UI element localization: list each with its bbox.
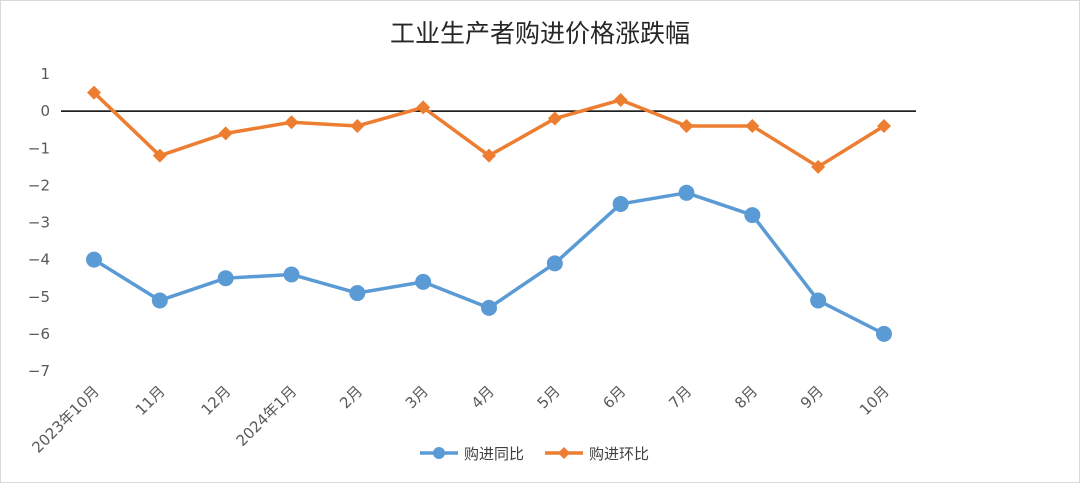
series-2-point [547,111,562,126]
series-1-point [283,266,300,283]
series-2-point [811,159,826,174]
y-tick-label: 1 [40,65,50,83]
legend-label: 购进环比 [589,445,649,463]
series-1-point [217,270,234,287]
x-tick-label: 10月 [856,382,893,419]
series-1-point [415,273,432,290]
x-tick-label: 7月 [665,382,695,412]
series-1-point [481,299,497,316]
y-tick-label: −3 [28,214,50,232]
series-2-point [350,118,365,133]
x-tick-label: 4月 [468,382,498,412]
series-1-point [612,195,629,212]
series-1-point [86,251,102,268]
y-tick-label: −2 [28,176,50,194]
series-1-point [744,207,761,224]
series-2-point [284,115,299,130]
x-tick-label: 11月 [132,382,169,419]
x-tick-label: 6月 [599,382,629,412]
series-2-point [745,118,760,133]
x-tick-label: 12月 [198,382,235,419]
series-1-point [546,255,563,272]
y-tick-label: −1 [28,139,50,157]
series-1-point [876,325,892,342]
series-2-point [877,118,891,133]
series-2-point [218,126,233,141]
series-2-point [613,92,628,107]
legend-marker [433,447,445,459]
series-2-point [152,148,167,163]
y-tick-label: 0 [40,102,50,120]
y-tick-label: −5 [28,288,50,306]
series-2-point [416,100,431,115]
legend-label: 购进同比 [464,445,524,463]
legend-marker [558,447,570,459]
series-2-point [482,148,496,163]
chart-title: 工业生产者购进价格涨跌幅 [389,19,690,48]
y-tick-label: −7 [28,362,50,380]
y-tick-label: −4 [28,251,50,269]
x-tick-label: 3月 [402,382,432,412]
series-1-point [678,184,695,201]
x-tick-label: 2024年1月 [233,382,301,450]
x-tick-label: 2月 [336,382,366,412]
y-tick-label: −6 [28,325,50,343]
series-1-point [151,292,168,309]
series-2-point [87,85,101,100]
x-tick-label: 9月 [797,382,827,412]
x-tick-label: 5月 [534,382,564,412]
x-tick-label: 8月 [731,382,761,412]
series-2-point [679,118,694,133]
series-1-point [349,285,366,302]
x-tick-label: 2023年10月 [28,382,102,456]
series-1-point [810,292,827,309]
